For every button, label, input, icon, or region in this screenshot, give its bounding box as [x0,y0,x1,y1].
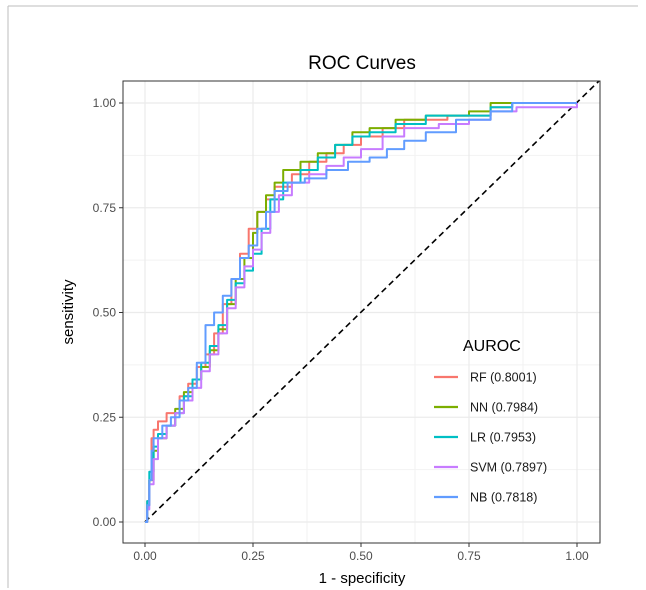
x-tick-label: 0.00 [133,549,157,563]
legend: AUROC RF (0.8001) NN (0.7984) LR (0.7953) S… [434,338,547,505]
legend-title: AUROC [463,338,521,355]
legend-items: RF (0.8001) NN (0.7984) LR (0.7953) SVM (0.… [434,371,547,505]
x-tick-label: 0.50 [349,549,373,563]
x-tick-label: 0.75 [457,549,481,563]
reference-diagonal [144,80,600,523]
chart-title: ROC Curves [308,53,416,74]
y-axis-ticks: 0.00 0.25 0.50 0.75 1.00 [93,96,123,529]
x-tick-label: 0.25 [241,549,265,563]
x-axis-title: 1 - specificity [319,570,406,587]
y-tick-label: 0.75 [93,201,117,215]
y-tick-label: 0.50 [93,306,117,320]
x-tick-label: 1.00 [565,549,589,563]
series-layer [145,102,578,523]
legend-label: NB (0.7818) [470,491,537,505]
grid-major [123,81,600,543]
y-axis-title: sensitivity [60,279,77,345]
reference-line-layer [144,80,600,523]
legend-label: LR (0.7953) [470,431,536,445]
roc-series-nb [145,102,577,523]
y-tick-label: 1.00 [93,96,117,110]
y-tick-label: 0.25 [93,410,117,424]
y-tick-label: 0.00 [93,515,117,529]
x-axis-ticks: 0.00 0.25 0.50 0.75 1.00 [133,543,589,563]
legend-label: NN (0.7984) [470,401,538,415]
legend-label: RF (0.8001) [470,371,537,385]
legend-label: SVM (0.7897) [470,461,547,475]
